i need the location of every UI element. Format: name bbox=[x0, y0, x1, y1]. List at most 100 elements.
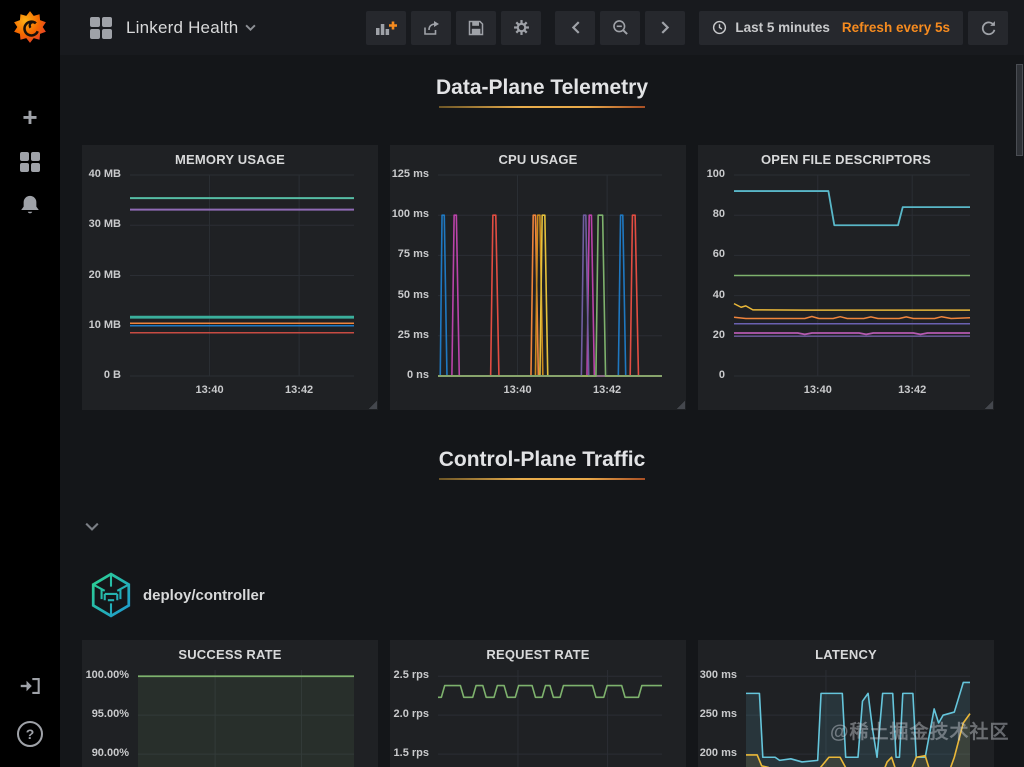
gear-icon bbox=[513, 20, 529, 35]
save-icon bbox=[469, 20, 484, 35]
y-axis-tick-label: 300 ms bbox=[699, 669, 737, 682]
panel-resize-handle[interactable] bbox=[368, 400, 377, 409]
sidebar-item-dashboards[interactable] bbox=[0, 152, 60, 172]
y-axis-tick-label: 95.00% bbox=[91, 708, 129, 721]
y-axis-tick-label: 100 bbox=[706, 168, 725, 180]
sidebar-item-help[interactable]: ? bbox=[0, 721, 60, 747]
y-axis-tick-label: 100 ms bbox=[391, 208, 429, 221]
request-rate-line bbox=[438, 686, 662, 698]
dashboard-title[interactable]: Linkerd Health bbox=[126, 17, 239, 37]
y-axis-tick-label: 30 MB bbox=[88, 218, 121, 231]
section-title[interactable]: Data-Plane Telemetry bbox=[435, 76, 649, 99]
add-panel-icon bbox=[376, 21, 398, 35]
y-axis-tick-label: 200 ms bbox=[699, 747, 737, 760]
panel-title[interactable]: OPEN FILE DESCRIPTORS bbox=[760, 152, 932, 167]
share-button[interactable] bbox=[411, 10, 452, 45]
dashboard-picker-icon[interactable] bbox=[90, 16, 112, 39]
success-chart-svg bbox=[138, 670, 354, 767]
add-panel-button[interactable] bbox=[366, 10, 407, 45]
y-axis-tick-label: 60 bbox=[712, 248, 725, 261]
y-axis-tick-label: 1.5 rps bbox=[393, 747, 429, 760]
row-collapse-toggle[interactable] bbox=[85, 518, 99, 536]
ofd-yellow-line bbox=[734, 304, 970, 310]
y-axis-tick-label: 100.00% bbox=[85, 669, 129, 682]
latency-p99-line bbox=[746, 682, 970, 761]
section-control-plane-traffic: Control-Plane Traffic bbox=[60, 448, 1024, 480]
bell-icon bbox=[21, 195, 39, 214]
y-axis-tick-label: 2.0 rps bbox=[393, 708, 429, 721]
help-icon: ? bbox=[17, 721, 43, 747]
y-axis-tick-label: 75 ms bbox=[397, 248, 429, 261]
panel-cpu-usage: CPU USAGE 125 ms 100 ms 75 ms 50 ms 25 ms 0 n… bbox=[390, 145, 686, 410]
refresh-button[interactable] bbox=[968, 10, 1008, 45]
x-axis-tick-label: 13:40 bbox=[503, 384, 532, 396]
linkerd-logo-icon bbox=[91, 572, 131, 618]
memory-usage-chart[interactable]: 40 MB 30 MB 20 MB 10 MB 0 B 13:40 13:42 bbox=[89, 168, 354, 396]
y-axis-tick-label: 2.5 rps bbox=[393, 669, 429, 682]
y-axis-tick-label: 25 ms bbox=[397, 328, 429, 341]
chevron-right-icon bbox=[661, 21, 670, 34]
x-axis-tick-label: 13:42 bbox=[898, 384, 927, 396]
share-icon bbox=[424, 20, 440, 35]
zoom-out-button[interactable] bbox=[600, 10, 641, 45]
y-axis-tick-label: 90.00% bbox=[91, 747, 129, 760]
x-axis-tick-label: 13:42 bbox=[285, 384, 314, 396]
y-axis-tick-label: 50 ms bbox=[397, 288, 429, 301]
time-forward-button[interactable] bbox=[645, 10, 686, 45]
y-axis-tick-label: 20 MB bbox=[88, 268, 121, 281]
cpu-green-line bbox=[438, 215, 662, 376]
y-axis-tick-label: 250 ms bbox=[699, 708, 737, 721]
panel-title[interactable]: REQUEST RATE bbox=[486, 647, 590, 662]
panel-memory-usage: MEMORY USAGE 40 MB 30 MB 20 MB 10 MB 0 B 13:4… bbox=[82, 145, 378, 410]
y-axis-tick-label: 20 bbox=[712, 328, 725, 341]
y-axis-tick-label: 10 MB bbox=[88, 318, 121, 331]
ofd-cyan-line bbox=[734, 191, 970, 225]
settings-button[interactable] bbox=[501, 10, 542, 45]
row-header-label: deploy/controller bbox=[143, 586, 265, 604]
save-button[interactable] bbox=[456, 10, 497, 45]
grafana-logo[interactable] bbox=[0, 8, 60, 46]
y-axis-tick-label: 0 ns bbox=[406, 369, 429, 381]
time-range-label: Last 5 minutes bbox=[735, 20, 830, 35]
section-underline bbox=[439, 106, 645, 108]
section-data-plane-telemetry: Data-Plane Telemetry bbox=[60, 76, 1024, 108]
open-file-descriptors-chart[interactable]: 100 80 60 40 20 0 13:40 13:42 bbox=[707, 168, 970, 396]
section-title[interactable]: Control-Plane Traffic bbox=[438, 448, 646, 471]
caret-down-icon[interactable] bbox=[245, 24, 256, 31]
panel-success-rate: SUCCESS RATE 100.00% 95.00% 90.00% bbox=[82, 640, 378, 767]
chevron-down-icon bbox=[85, 522, 99, 531]
time-range-picker[interactable]: Last 5 minutes Refresh every 5s bbox=[699, 10, 963, 45]
panel-latency: LATENCY 300 ms 250 ms 200 ms bbox=[698, 640, 994, 767]
y-axis-tick-label: 0 bbox=[718, 369, 725, 381]
sidebar-item-signin[interactable] bbox=[0, 676, 60, 696]
sidebar-item-alerting[interactable] bbox=[0, 194, 60, 216]
cpu-chart-svg bbox=[438, 175, 662, 376]
panel-resize-handle[interactable] bbox=[676, 400, 685, 409]
panel-title[interactable]: CPU USAGE bbox=[498, 152, 578, 167]
panel-title[interactable]: SUCCESS RATE bbox=[178, 647, 282, 662]
left-sidebar: + ? bbox=[0, 0, 60, 767]
y-axis-tick-label: 80 bbox=[712, 208, 725, 221]
top-navbar: Linkerd Health bbox=[60, 0, 1024, 55]
zoom-out-icon bbox=[613, 20, 628, 35]
sign-in-icon bbox=[20, 678, 40, 694]
navbar-actions: Last 5 minutes Refresh every 5s bbox=[361, 10, 1008, 45]
time-back-button[interactable] bbox=[555, 10, 596, 45]
sidebar-item-create[interactable]: + bbox=[0, 104, 60, 130]
y-axis-tick-label: 40 bbox=[712, 288, 725, 301]
request-rate-chart[interactable]: 2.5 rps 2.0 rps 1.5 rps bbox=[394, 669, 662, 767]
panel-title[interactable]: MEMORY USAGE bbox=[174, 152, 286, 167]
cpu-usage-chart[interactable]: 125 ms 100 ms 75 ms 50 ms 25 ms 0 ns 13:40 13:4… bbox=[392, 168, 662, 396]
refresh-icon bbox=[981, 20, 995, 35]
clock-icon bbox=[713, 20, 727, 35]
page-scrollbar[interactable] bbox=[1016, 64, 1023, 156]
ofd-magenta-line bbox=[734, 333, 970, 334]
latency-chart[interactable]: 300 ms 250 ms 200 ms bbox=[700, 669, 970, 767]
row-header-deploy-controller[interactable]: deploy/controller bbox=[90, 572, 265, 618]
panel-resize-handle[interactable] bbox=[984, 400, 993, 409]
panel-open-file-descriptors: OPEN FILE DESCRIPTORS 100 80 60 40 20 0 13:40 1… bbox=[698, 145, 994, 410]
panel-title[interactable]: LATENCY bbox=[815, 647, 877, 662]
success-rate-chart[interactable]: 100.00% 95.00% 90.00% bbox=[86, 669, 354, 767]
y-axis-tick-label: 125 ms bbox=[391, 168, 429, 180]
